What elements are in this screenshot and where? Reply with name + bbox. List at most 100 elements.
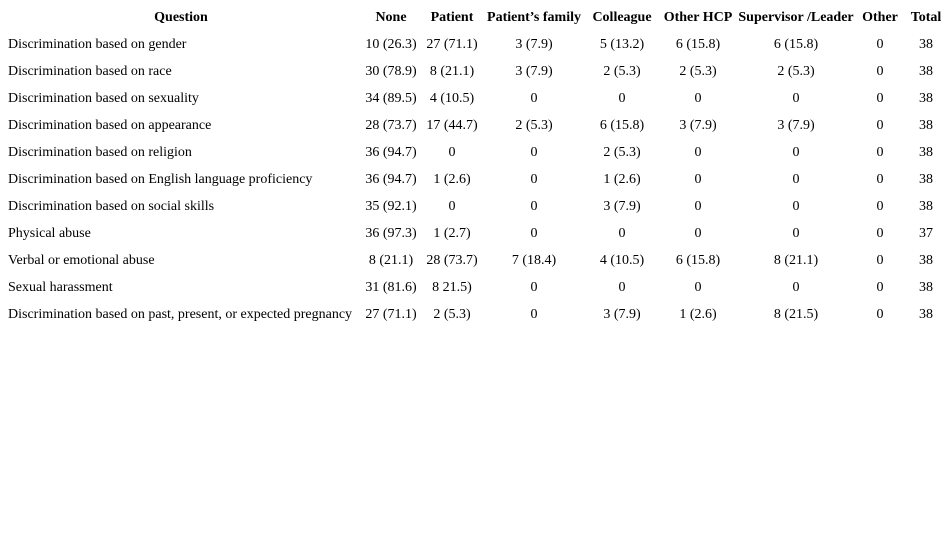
value-cell: 0: [618, 226, 626, 241]
table-row: Discrimination based on religion 36 (94.7…: [0, 139, 948, 166]
question-label: Discrimination based on sexuality: [8, 91, 199, 106]
value-cell: 1 (2.6): [679, 307, 717, 322]
value-cell: 27 (71.1): [426, 37, 478, 52]
value-cell: 34 (89.5): [365, 91, 417, 106]
value-cell: 1 (2.7): [433, 226, 471, 241]
value-cell: 4 (10.5): [429, 91, 475, 106]
value-cell: 2 (5.3): [433, 307, 471, 322]
value-cell: 4 (10.5): [599, 253, 645, 268]
value-cell: 0: [876, 91, 884, 106]
value-cell: 0: [618, 91, 626, 106]
value-cell: 6 (15.8): [675, 37, 721, 52]
value-cell: 38: [919, 37, 933, 52]
value-cell: 0: [792, 199, 800, 214]
value-cell: 0: [530, 307, 538, 322]
value-cell: 17 (44.7): [426, 118, 478, 133]
value-cell: 0: [694, 226, 702, 241]
value-cell: 3 (7.9): [515, 64, 553, 79]
table-row: Discrimination based on gender 10 (26.3) 2…: [0, 31, 948, 58]
value-cell: 0: [876, 199, 884, 214]
value-cell: 0: [876, 172, 884, 187]
value-cell: 6 (15.8): [599, 118, 645, 133]
value-cell: 2 (5.3): [603, 145, 641, 160]
value-cell: 0: [792, 226, 800, 241]
value-cell: 0: [448, 145, 456, 160]
value-cell: 0: [792, 172, 800, 187]
table-row: Discrimination based on race 30 (78.9) 8 (…: [0, 58, 948, 85]
value-cell: 38: [919, 307, 933, 322]
value-cell: 0: [792, 91, 800, 106]
value-cell: 0: [530, 91, 538, 106]
question-label: Discrimination based on gender: [8, 37, 187, 52]
column-header-2: Patient: [430, 10, 474, 25]
column-header-8: Total: [910, 10, 942, 25]
value-cell: 3 (7.9): [603, 307, 641, 322]
table-row: Discrimination based on appearance 28 (73…: [0, 112, 948, 139]
value-cell: 0: [694, 91, 702, 106]
value-cell: 3 (7.9): [515, 37, 553, 52]
value-cell: 28 (73.7): [365, 118, 417, 133]
value-cell: 0: [876, 307, 884, 322]
question-label: Verbal or emotional abuse: [8, 253, 155, 268]
value-cell: 0: [792, 145, 800, 160]
value-cell: 38: [919, 64, 933, 79]
table-row: Discrimination based on English language…: [0, 166, 948, 193]
value-cell: 36 (94.7): [365, 172, 417, 187]
value-cell: 0: [876, 145, 884, 160]
value-cell: 5 (13.2): [599, 37, 645, 52]
value-cell: 0: [694, 172, 702, 187]
table-row: Discrimination based on past, present, o…: [0, 301, 948, 328]
value-cell: 0: [876, 226, 884, 241]
value-cell: 31 (81.6): [365, 280, 417, 295]
value-cell: 7 (18.4): [511, 253, 557, 268]
value-cell: 36 (94.7): [365, 145, 417, 160]
value-cell: 3 (7.9): [777, 118, 815, 133]
value-cell: 38: [919, 172, 933, 187]
value-cell: 0: [694, 280, 702, 295]
value-cell: 2 (5.3): [515, 118, 553, 133]
discrimination-abuse-results-table: Question None Patient Patient’s family Colle…: [0, 4, 948, 328]
value-cell: 0: [876, 118, 884, 133]
table-row: Discrimination based on social skills 35 …: [0, 193, 948, 220]
question-label: Discrimination based on religion: [8, 145, 192, 160]
question-label: Sexual harassment: [8, 280, 113, 295]
value-cell: 0: [618, 280, 626, 295]
value-cell: 36 (97.3): [365, 226, 417, 241]
value-cell: 0: [792, 280, 800, 295]
column-header-3: Patient’s family: [487, 10, 581, 25]
value-cell: 3 (7.9): [679, 118, 717, 133]
value-cell: 0: [694, 145, 702, 160]
table-row: Verbal or emotional abuse 8 (21.1) 28 (73.…: [0, 247, 948, 274]
value-cell: 2 (5.3): [603, 64, 641, 79]
table-row: Physical abuse 36 (97.3) 1 (2.7) 0 0 0 0 0 37: [0, 220, 948, 247]
value-cell: 0: [448, 199, 456, 214]
column-header-1: None: [375, 10, 407, 25]
value-cell: 0: [530, 172, 538, 187]
value-cell: 28 (73.7): [426, 253, 478, 268]
value-cell: 38: [919, 199, 933, 214]
column-header-6: Supervisor /Leader: [738, 10, 854, 25]
value-cell: 0: [530, 145, 538, 160]
column-header-0: Question: [154, 10, 208, 25]
value-cell: 35 (92.1): [365, 199, 417, 214]
value-cell: 8 (21.5): [773, 307, 819, 322]
value-cell: 8 (21.1): [368, 253, 414, 268]
value-cell: 38: [919, 280, 933, 295]
value-cell: 37: [919, 226, 933, 241]
value-cell: 38: [919, 145, 933, 160]
question-label: Discrimination based on past, present, o…: [8, 307, 353, 322]
value-cell: 2 (5.3): [777, 64, 815, 79]
question-label: Discrimination based on appearance: [8, 118, 212, 133]
column-header-4: Colleague: [592, 10, 652, 25]
value-cell: 0: [876, 37, 884, 52]
header-row: Question None Patient Patient’s family Colle…: [0, 4, 948, 31]
value-cell: 38: [919, 253, 933, 268]
question-label: Discrimination based on English language…: [8, 172, 313, 187]
value-cell: 38: [919, 118, 933, 133]
value-cell: 8 (21.1): [773, 253, 819, 268]
value-cell: 0: [530, 226, 538, 241]
value-cell: 0: [876, 64, 884, 79]
question-label: Discrimination based on social skills: [8, 199, 215, 214]
value-cell: 30 (78.9): [365, 64, 417, 79]
